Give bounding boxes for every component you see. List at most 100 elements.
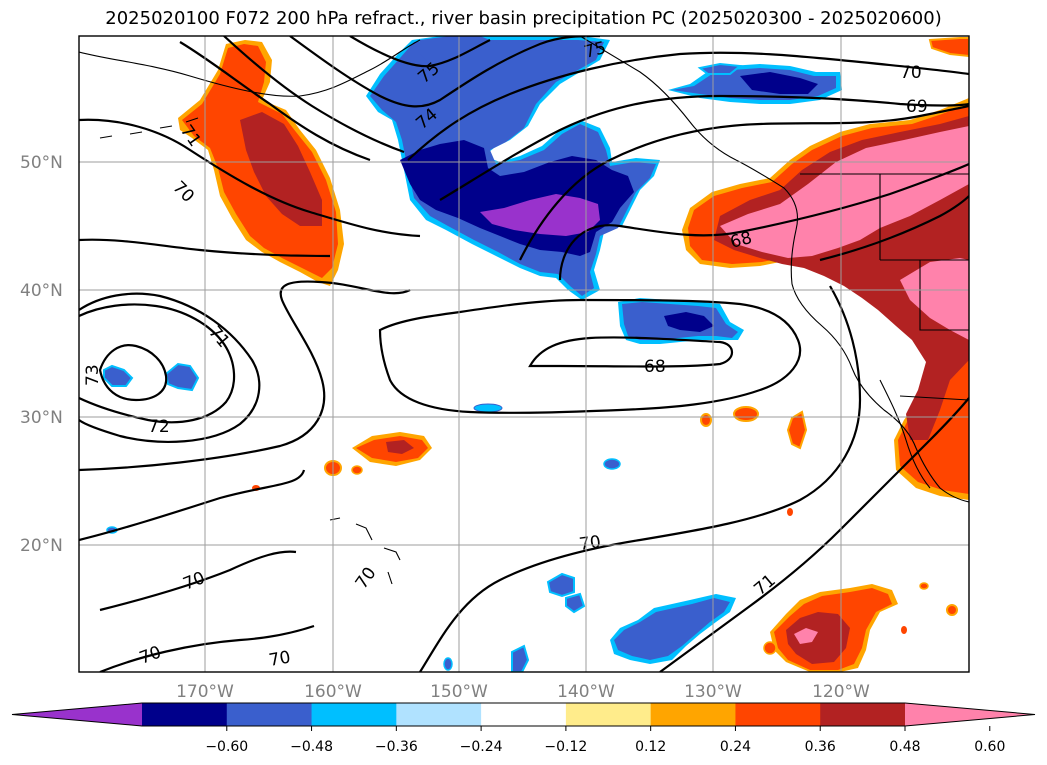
negative-anomaly-south-2 bbox=[546, 572, 575, 598]
coastlines bbox=[79, 36, 969, 585]
lat-label: 50°N bbox=[20, 153, 63, 173]
colorbar-label: −0.60 bbox=[205, 739, 248, 755]
contour-label: 69 bbox=[906, 97, 928, 117]
positive-spot bbox=[763, 641, 777, 655]
lon-label: 120°W bbox=[812, 682, 870, 702]
colorbar-labels: −0.60 −0.48 −0.36 −0.24 −0.12 0.12 0.24 0.36 0.4… bbox=[205, 739, 1005, 755]
colorbar-label: 0.60 bbox=[974, 739, 1005, 755]
positive-anomaly-southeast-pink bbox=[794, 628, 818, 644]
border-mexico bbox=[899, 395, 969, 401]
positive-spot bbox=[787, 508, 793, 516]
contour-line bbox=[79, 280, 411, 472]
coastline-hawaii bbox=[329, 517, 401, 585]
contour-line bbox=[419, 285, 862, 672]
contour-line bbox=[179, 41, 371, 162]
colorbar-label: 0.36 bbox=[805, 739, 836, 755]
map-frame bbox=[78, 35, 970, 673]
contour-line bbox=[99, 550, 297, 612]
negative-spot bbox=[603, 458, 621, 470]
gridlines bbox=[79, 36, 969, 672]
positive-anomaly-central-core bbox=[386, 440, 414, 454]
coastline-aleutian-islands bbox=[99, 117, 199, 139]
negative-anomaly-bc-navy bbox=[740, 72, 818, 94]
contour-label: 70 bbox=[578, 532, 602, 555]
lon-label: 140°W bbox=[557, 682, 615, 702]
contour-label: 72 bbox=[148, 417, 170, 437]
contour-label: 70 bbox=[900, 63, 922, 83]
negative-anomaly-west-low bbox=[103, 364, 134, 387]
negative-spot bbox=[443, 657, 453, 671]
colorbar-label: −0.12 bbox=[544, 739, 587, 755]
colorbar-segment bbox=[142, 703, 228, 726]
negative-anomaly-south-3 bbox=[565, 592, 586, 614]
colorbar bbox=[11, 702, 1036, 731]
contour-line bbox=[407, 51, 969, 161]
latitude-labels: 50°N 40°N 30°N 20°N bbox=[20, 153, 63, 556]
colorbar-extend-max bbox=[905, 703, 1035, 726]
contour-line bbox=[349, 36, 491, 68]
coastline-bc bbox=[735, 159, 799, 231]
positive-spot bbox=[901, 626, 907, 634]
negative-spot bbox=[473, 403, 503, 413]
map-title: 2025020100 F072 200 hPa refract., river … bbox=[105, 8, 942, 29]
positive-anomaly-aleutian-core bbox=[240, 112, 322, 226]
contour-line bbox=[79, 238, 331, 258]
negative-anomaly-south-4 bbox=[511, 644, 530, 672]
negative-anomaly-small-top bbox=[697, 62, 743, 75]
refractivity-contours bbox=[79, 36, 969, 672]
positive-spot bbox=[733, 406, 759, 422]
contour-line bbox=[528, 336, 734, 368]
colorbar-label: −0.24 bbox=[460, 739, 503, 755]
contour-line bbox=[519, 104, 969, 261]
lon-label: 130°W bbox=[684, 682, 742, 702]
positive-spot bbox=[700, 413, 712, 427]
contour-line bbox=[79, 469, 306, 542]
coastline-baja bbox=[879, 379, 931, 489]
lat-label: 30°N bbox=[20, 408, 63, 428]
contour-line bbox=[223, 36, 405, 154]
contour-line bbox=[99, 624, 315, 672]
colorbar-segment bbox=[481, 703, 567, 726]
colorbar-segment bbox=[396, 703, 482, 726]
negative-anomaly-west-low-2 bbox=[164, 362, 200, 392]
positive-spot bbox=[919, 582, 929, 590]
colorbar-segment bbox=[226, 703, 313, 726]
contour-label: 68 bbox=[644, 357, 666, 377]
positive-anomaly-northwest-pink bbox=[720, 126, 969, 258]
colorbar-segment bbox=[565, 703, 652, 726]
contour-line bbox=[659, 397, 969, 672]
precip-positive-fields bbox=[178, 37, 969, 672]
contour-label: 73 bbox=[83, 364, 103, 386]
colorbar-segment bbox=[735, 703, 821, 726]
positive-anomaly-inland-pink bbox=[900, 258, 969, 340]
negative-anomaly-gulf-purple bbox=[480, 194, 600, 236]
coastline-alaska-south bbox=[579, 36, 737, 161]
map-area: 75 75 74 71 70 70 69 68 71 68 73 72 70 7… bbox=[79, 36, 969, 672]
positive-spot bbox=[786, 410, 808, 450]
colorbar-label: 0.48 bbox=[889, 739, 920, 755]
lon-label: 150°W bbox=[430, 682, 488, 702]
colorbar-label: 0.12 bbox=[635, 739, 666, 755]
colorbar-label: −0.48 bbox=[290, 739, 333, 755]
positive-anomaly-northeast-corner bbox=[928, 37, 969, 58]
colorbar-label: −0.36 bbox=[375, 739, 418, 755]
negative-anomaly-midpacific-navy bbox=[664, 312, 714, 332]
lat-label: 20°N bbox=[20, 536, 63, 556]
contour-line bbox=[558, 162, 969, 281]
contour-line bbox=[79, 303, 236, 424]
colorbar-segment bbox=[820, 703, 906, 726]
lat-label: 40°N bbox=[20, 281, 63, 301]
negative-anomaly-south-blue bbox=[614, 598, 730, 660]
colorbar-extend-min bbox=[12, 703, 142, 726]
contour-line bbox=[439, 94, 969, 201]
colorbar-outline bbox=[11, 702, 1036, 727]
colorbar-label: 0.24 bbox=[720, 739, 751, 755]
contour-line bbox=[98, 344, 168, 402]
border-states bbox=[879, 174, 969, 331]
colorbar-segment bbox=[311, 703, 397, 726]
contour-line bbox=[289, 36, 601, 108]
contour-label: 70 bbox=[267, 647, 292, 670]
coastline-alaska bbox=[79, 39, 421, 97]
contour-line bbox=[819, 195, 969, 262]
